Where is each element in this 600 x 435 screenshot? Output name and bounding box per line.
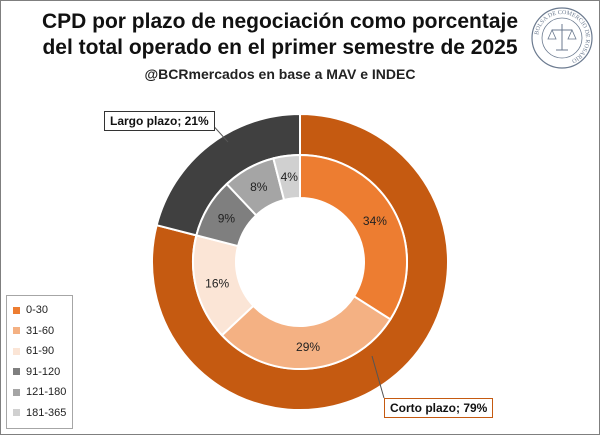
legend-swatch bbox=[13, 347, 20, 355]
legend-swatch bbox=[13, 306, 20, 314]
legend-swatch bbox=[13, 409, 20, 416]
callout-largo-plazo: Largo plazo; 21% bbox=[104, 111, 215, 131]
inner-slice-181-365 bbox=[272, 153, 301, 202]
leader-corto-plazo bbox=[371, 355, 385, 399]
chart-subtitle: @BCRmercados en base a MAV e INDEC bbox=[144, 66, 416, 82]
callout-corto-plazo: Corto plazo; 79% bbox=[384, 398, 494, 418]
legend-label: 121-180 bbox=[26, 386, 67, 398]
chart-title-line1: CPD por plazo de negociación como porcen… bbox=[41, 10, 519, 33]
inner-slice-31-60 bbox=[220, 294, 392, 370]
legend-label: 31-60 bbox=[26, 324, 55, 337]
legend-item-121-180: 121-180 bbox=[13, 385, 66, 399]
legend-label: 91-120 bbox=[26, 365, 61, 378]
legend-swatch bbox=[13, 388, 20, 396]
inner-label-91-120: 9% bbox=[218, 211, 236, 225]
legend-swatch bbox=[13, 368, 20, 375]
legend: 0-30 31-60 61-90 91-120 121-180 181-365 bbox=[6, 295, 73, 429]
inner-slice-0-30 bbox=[299, 153, 408, 321]
inner-label-61-90: 16% bbox=[205, 276, 229, 290]
chart-title-line2: del total operado en el primer semestre … bbox=[42, 36, 518, 59]
inner-label-121-180: 8% bbox=[250, 180, 268, 194]
legend-label: 61-90 bbox=[26, 345, 55, 357]
inner-label-31-60: 29% bbox=[296, 340, 320, 354]
legend-label: 0-30 bbox=[26, 304, 49, 316]
legend-item-0-30: 0-30 bbox=[13, 303, 48, 317]
legend-item-31-60: 31-60 bbox=[13, 324, 54, 338]
inner-label-181-365: 4% bbox=[281, 170, 299, 184]
legend-label: 181-365 bbox=[26, 406, 67, 419]
legend-item-61-90: 61-90 bbox=[13, 344, 54, 358]
legend-swatch bbox=[13, 327, 20, 334]
legend-item-91-120: 91-120 bbox=[13, 365, 60, 379]
legend-item-181-365: 181-365 bbox=[13, 406, 66, 420]
bcr-seal-logo: BOLSA DE COMERCIO DE ROSARIO bbox=[531, 7, 593, 69]
inner-label-0-30: 34% bbox=[363, 214, 387, 228]
